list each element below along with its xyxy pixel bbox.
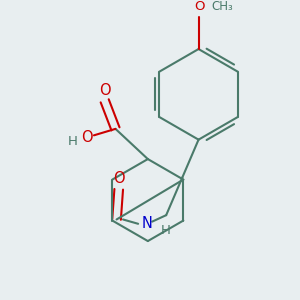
Text: O: O xyxy=(82,130,93,145)
Text: CH₃: CH₃ xyxy=(212,1,233,13)
Text: H: H xyxy=(161,224,171,237)
Text: H: H xyxy=(68,135,77,148)
Text: O: O xyxy=(113,171,124,186)
Text: O: O xyxy=(194,1,205,13)
Text: N: N xyxy=(141,216,152,231)
Text: O: O xyxy=(99,82,110,98)
